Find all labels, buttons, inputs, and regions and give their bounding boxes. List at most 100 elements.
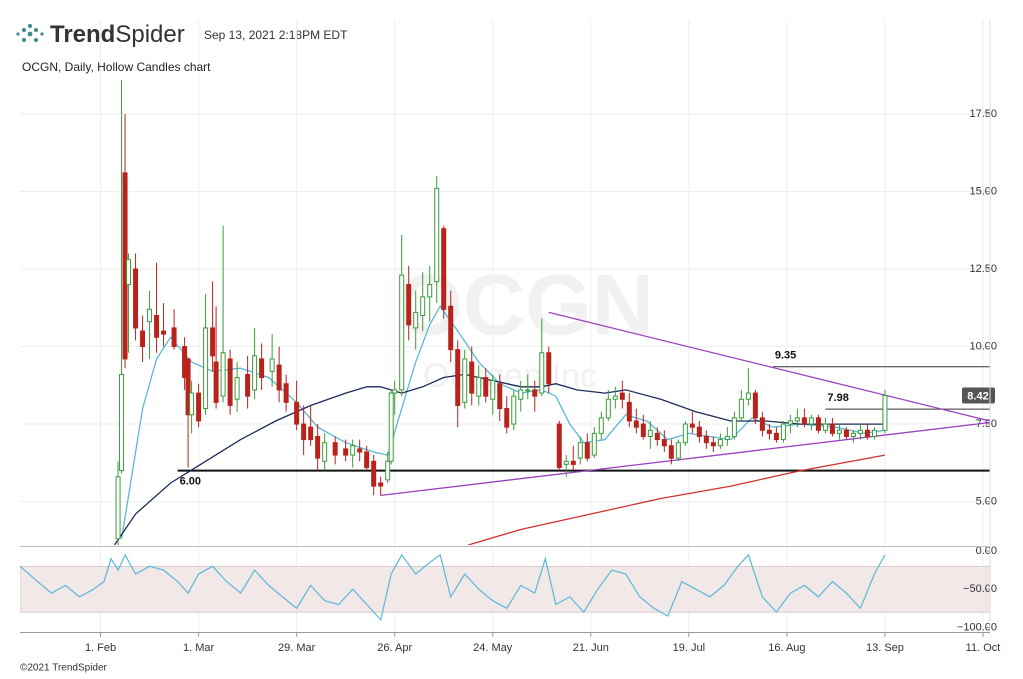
x-tick-label: 26. Apr [377, 642, 412, 654]
candle-body [654, 432, 660, 441]
oscillator-line [20, 553, 886, 622]
candle-body [497, 383, 503, 410]
candle-body [115, 476, 121, 540]
candle-body [546, 352, 552, 385]
candle-body [371, 460, 377, 487]
candle-body [773, 432, 779, 441]
candle-body [794, 417, 800, 422]
candle-body [619, 392, 625, 400]
candle-body [518, 389, 524, 400]
candle-body [161, 330, 167, 335]
candle-body [227, 358, 233, 406]
plot-area [20, 553, 990, 622]
candle-body [469, 361, 475, 394]
candle-body [147, 308, 153, 323]
last-price-box [962, 387, 995, 404]
candle-body [140, 330, 146, 348]
candle-body [745, 392, 751, 400]
candle-body [434, 187, 440, 282]
candle-body [766, 429, 772, 434]
candle-body [689, 423, 695, 428]
candle-body [598, 417, 604, 434]
candle-body [315, 435, 321, 459]
logo-icon [16, 24, 44, 42]
candle-body [570, 460, 576, 465]
y-tick-label: 0.00 [976, 545, 997, 557]
candle-body [647, 429, 653, 437]
candle-body [605, 398, 611, 419]
level-label: 6.00 [180, 475, 201, 487]
candle-body [483, 377, 489, 397]
candle-body [829, 423, 835, 434]
y-tick-label: 12.50 [969, 263, 997, 275]
candle-body [364, 451, 370, 468]
x-tick-label: 21. Jun [573, 642, 609, 654]
candle-body [864, 429, 870, 437]
candle-body [154, 315, 160, 338]
candle-body [532, 389, 538, 397]
candle-body [710, 442, 716, 447]
candle-body [850, 432, 856, 437]
candle-body [633, 420, 639, 428]
y-tick-label: −100.00 [957, 621, 997, 633]
candle-body [696, 426, 702, 437]
chart-title: OCGN, Daily, Hollow Candles chart [22, 60, 211, 74]
candle-body [525, 389, 531, 392]
candle-body [563, 460, 569, 465]
y-tick-label: 10.00 [969, 340, 997, 352]
level-label: 7.98 [827, 392, 848, 404]
oscillator-band [20, 565, 990, 613]
candle-body [448, 305, 454, 351]
candle-body [283, 383, 289, 403]
brand-light: Spider [115, 21, 184, 48]
x-tick-label: 11. Oct [966, 642, 1001, 654]
candle-body [759, 417, 765, 431]
x-tick-label: 16. Aug [768, 642, 805, 654]
candle-body [203, 327, 209, 410]
candle-body [399, 274, 405, 391]
watermark: Ocugen Inc [423, 357, 597, 395]
x-tick-label: 13. Sep [866, 642, 904, 654]
candle-body [252, 355, 258, 391]
candle-body [441, 228, 447, 310]
candle-body [413, 311, 419, 329]
candle-body [556, 423, 562, 468]
candle-body [836, 429, 842, 434]
brand: TrendSpider [50, 21, 185, 48]
trendline [380, 421, 990, 497]
brand-bold: Trend [50, 21, 115, 48]
candle-body [717, 439, 723, 447]
candle-body [276, 364, 282, 391]
candle-body [752, 392, 758, 419]
candle-body [308, 426, 314, 441]
candle-body [343, 448, 349, 456]
x-tick-label: 1. Feb [85, 642, 116, 654]
candle-body [539, 352, 545, 394]
candle-body [420, 296, 426, 317]
candle-body [731, 417, 737, 437]
candle-body [511, 395, 517, 425]
candle-body [119, 373, 125, 472]
candle-body [259, 358, 265, 379]
candle-body [322, 442, 328, 462]
candle-body [857, 429, 863, 434]
candle-body [350, 445, 356, 456]
candle-body [822, 423, 828, 431]
candle-body [871, 429, 877, 437]
candle-body [385, 460, 391, 481]
candle-body [738, 398, 744, 419]
candle-body [668, 445, 674, 459]
candle-body [427, 284, 433, 298]
level-label: 9.35 [775, 350, 796, 362]
candle-body [378, 482, 384, 487]
candle-body [220, 352, 226, 397]
last-price-label: 8.42 [967, 390, 988, 402]
candle-body [815, 417, 821, 431]
candle-body [882, 395, 888, 431]
x-tick-label: 24. May [473, 642, 513, 654]
candle-body [612, 395, 618, 400]
candle-body [490, 380, 496, 400]
